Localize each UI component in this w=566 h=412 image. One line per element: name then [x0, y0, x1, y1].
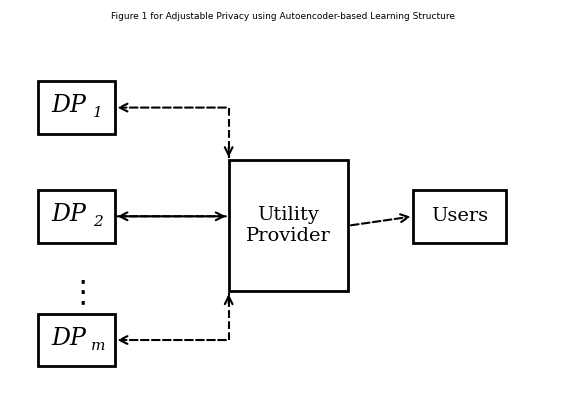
Text: DP: DP: [51, 327, 86, 350]
FancyBboxPatch shape: [38, 190, 114, 243]
FancyBboxPatch shape: [38, 81, 114, 134]
FancyBboxPatch shape: [229, 160, 348, 291]
Text: Users: Users: [431, 207, 488, 225]
Text: Utility
Provider: Utility Provider: [246, 206, 331, 245]
FancyBboxPatch shape: [413, 190, 506, 243]
Text: 2: 2: [93, 215, 103, 229]
Text: $\vdots$: $\vdots$: [67, 278, 86, 309]
Text: DP: DP: [51, 203, 86, 226]
Text: 1: 1: [93, 106, 103, 120]
Text: m: m: [91, 339, 105, 353]
Text: Figure 1 for Adjustable Privacy using Autoencoder-based Learning Structure: Figure 1 for Adjustable Privacy using Au…: [111, 12, 455, 21]
FancyBboxPatch shape: [38, 314, 114, 366]
Text: DP: DP: [51, 94, 86, 117]
